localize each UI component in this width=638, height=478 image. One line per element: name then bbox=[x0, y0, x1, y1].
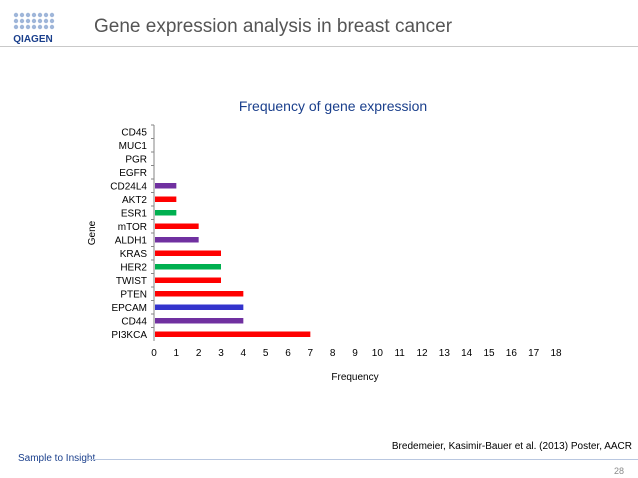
bar-her2 bbox=[155, 264, 221, 270]
qiagen-logo-icon: QIAGEN bbox=[13, 12, 55, 45]
x-tick-label-14: 14 bbox=[461, 348, 473, 359]
bar-aldh1 bbox=[155, 237, 199, 243]
x-tick-label-13: 13 bbox=[439, 348, 451, 359]
x-tick-label-8: 8 bbox=[330, 348, 336, 359]
category-label-her2: HER2 bbox=[120, 262, 147, 273]
bar-esr1 bbox=[155, 210, 177, 216]
tagline: Sample to Insight bbox=[18, 453, 96, 464]
category-label-cd45: CD45 bbox=[121, 127, 147, 138]
x-tick-label-3: 3 bbox=[218, 348, 224, 359]
x-tick-label-1: 1 bbox=[174, 348, 180, 359]
x-tick-label-6: 6 bbox=[285, 348, 291, 359]
x-tick-label-10: 10 bbox=[372, 348, 384, 359]
x-tick-label-5: 5 bbox=[263, 348, 269, 359]
x-tick-label-4: 4 bbox=[241, 348, 247, 359]
bar-pten bbox=[155, 291, 244, 297]
category-label-cd24l4: CD24L4 bbox=[110, 181, 147, 192]
category-label-cd44: CD44 bbox=[121, 316, 147, 327]
x-axis-label: Frequency bbox=[331, 372, 378, 383]
x-tick-labels-group: 0 1 2 3 4 5 6 7 8 9 10 11 12 13 14 15 16 17 18 bbox=[151, 348, 562, 359]
bar-mtor bbox=[155, 223, 199, 229]
category-label-epcam: EPCAM bbox=[111, 303, 147, 314]
category-label-esr1: ESR1 bbox=[121, 208, 148, 219]
bar-epcam bbox=[155, 304, 244, 310]
category-label-egfr: EGFR bbox=[119, 168, 147, 179]
x-tick-label-9: 9 bbox=[352, 348, 358, 359]
bars-group bbox=[155, 183, 311, 337]
category-label-akt2: AKT2 bbox=[122, 195, 147, 206]
x-tick-label-17: 17 bbox=[528, 348, 540, 359]
qiagen-logo: QIAGEN bbox=[8, 11, 58, 47]
source-citation: Bredemeier, Kasimir-Bauer et al. (2013) … bbox=[391, 441, 632, 452]
slide-title: Gene expression analysis in breast cance… bbox=[94, 16, 453, 37]
category-labels-group: CD45 MUC1 PGR EGFR CD24L4 AKT2 ESR1 mTOR ALDH1 KR… bbox=[110, 124, 154, 341]
bar-akt2 bbox=[155, 196, 177, 202]
x-tick-label-2: 2 bbox=[196, 348, 202, 359]
bar-pi3kca bbox=[155, 331, 311, 337]
x-tick-label-7: 7 bbox=[308, 348, 314, 359]
x-tick-label-11: 11 bbox=[394, 348, 405, 359]
logo-text: QIAGEN bbox=[13, 34, 52, 45]
x-tick-label-0: 0 bbox=[151, 348, 157, 359]
title-divider bbox=[0, 46, 638, 47]
footer-divider bbox=[86, 459, 638, 460]
category-label-pten: PTEN bbox=[120, 289, 147, 300]
chart-title: Frequency of gene expression bbox=[239, 98, 427, 114]
bar-cd44 bbox=[155, 318, 244, 324]
bar-cd24l4 bbox=[155, 183, 177, 189]
bar-twist bbox=[155, 277, 221, 283]
y-axis-label: Gene bbox=[87, 220, 98, 245]
category-label-mtor: mTOR bbox=[118, 222, 147, 233]
page-number: 28 bbox=[613, 466, 624, 476]
x-tick-label-16: 16 bbox=[506, 348, 518, 359]
bar-kras bbox=[155, 250, 221, 256]
x-tick-label-18: 18 bbox=[550, 348, 562, 359]
category-label-pgr: PGR bbox=[125, 154, 147, 165]
category-label-aldh1: ALDH1 bbox=[115, 235, 148, 246]
category-label-kras: KRAS bbox=[120, 249, 148, 260]
category-label-muc1: MUC1 bbox=[119, 141, 148, 152]
x-tick-label-12: 12 bbox=[416, 348, 428, 359]
category-label-twist: TWIST bbox=[116, 276, 147, 287]
category-label-pi3kca: PI3KCA bbox=[111, 330, 147, 341]
x-tick-label-15: 15 bbox=[483, 348, 495, 359]
